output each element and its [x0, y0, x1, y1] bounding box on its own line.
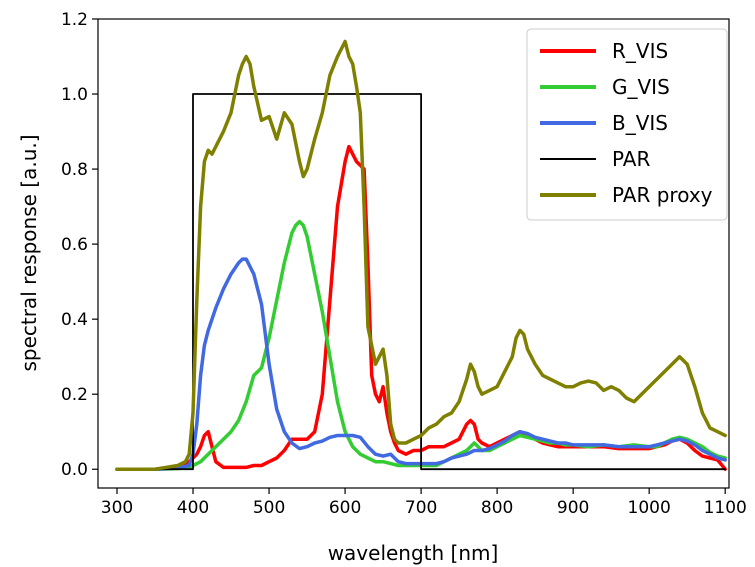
- series-line-b-vis: [115, 257, 727, 471]
- x-tick-label: 1000: [628, 498, 671, 518]
- y-tick-label: 1.0: [61, 85, 88, 105]
- x-tick-label: 700: [405, 498, 437, 518]
- y-axis-label: spectral response [a.u.]: [17, 134, 41, 371]
- legend-label: R_VIS: [612, 39, 668, 63]
- legend: R_VIS G_VIS B_VIS PAR PAR proxy: [526, 28, 728, 221]
- series-layer: [115, 39, 727, 471]
- x-tick-label: 500: [253, 498, 285, 518]
- x-axis-label: wavelength [nm]: [328, 541, 499, 565]
- x-tick-label: 900: [557, 498, 589, 518]
- x-tick-label: 300: [101, 498, 133, 518]
- series-line-par: [116, 93, 727, 471]
- y-axis: 0.0 0.2 0.4 0.6 0.8 1.0 1.2: [61, 10, 98, 480]
- x-axis: 300 400 500 600 700 800 900 1000 1100: [101, 488, 747, 518]
- x-tick-label: 600: [329, 498, 361, 518]
- legend-label: G_VIS: [612, 75, 670, 99]
- legend-label: B_VIS: [612, 111, 668, 135]
- y-tick-label: 1.2: [61, 10, 88, 30]
- y-tick-label: 0.2: [61, 385, 88, 405]
- legend-label: PAR: [612, 147, 650, 171]
- y-tick-label: 0.0: [61, 460, 88, 480]
- y-tick-label: 0.8: [61, 160, 88, 180]
- y-tick-label: 0.6: [61, 235, 88, 255]
- legend-label: PAR proxy: [612, 183, 713, 207]
- plot-frame: [97, 18, 730, 489]
- series-line-par-proxy: [115, 39, 727, 471]
- legend-box: [526, 28, 728, 221]
- x-tick-label: 800: [481, 498, 513, 518]
- y-tick-label: 0.4: [61, 310, 88, 330]
- x-tick-label: 1100: [704, 498, 747, 518]
- x-tick-label: 400: [177, 498, 209, 518]
